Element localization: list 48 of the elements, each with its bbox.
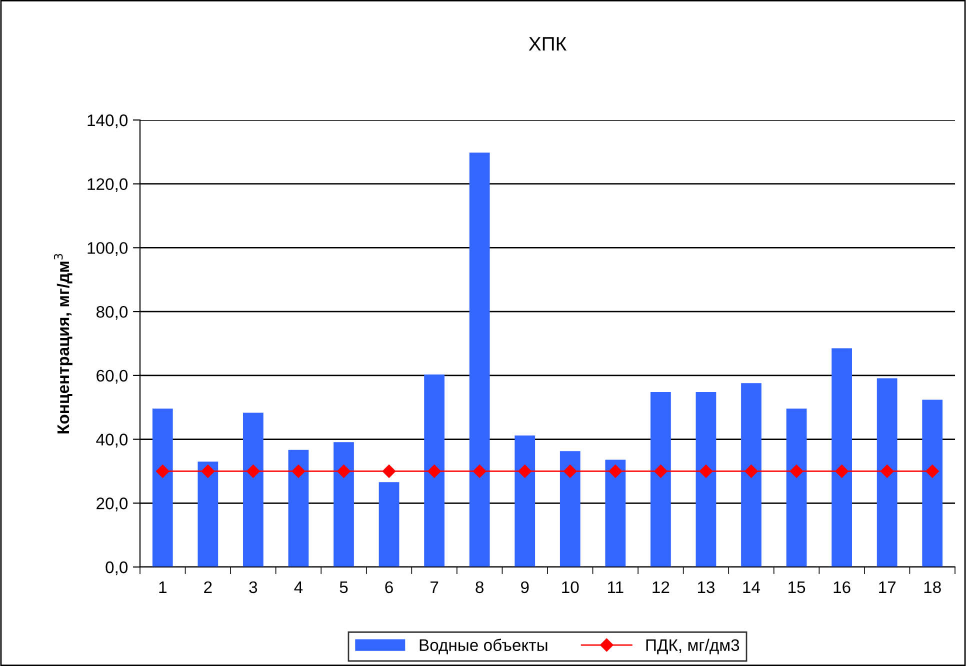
x-tick-label: 14 [743, 582, 760, 593]
bar [288, 450, 309, 567]
bar [424, 374, 444, 567]
x-tick-label: 12 [652, 581, 670, 593]
y-axis-title: Концентрация, мг/дм$^{3}$ [54, 254, 72, 434]
bar [741, 383, 762, 567]
bar [696, 392, 716, 567]
x-tick-label: 18 [924, 581, 941, 594]
bar [514, 435, 536, 567]
bar [605, 460, 626, 567]
bar [378, 482, 400, 567]
bar [786, 408, 807, 567]
bar [876, 378, 898, 567]
x-tick-label: 6 [385, 581, 393, 594]
x-tick-label: 2 [204, 581, 212, 593]
y-tick-label: 140,0 [88, 114, 128, 128]
x-tick-label: 3 [249, 581, 258, 594]
bar [922, 400, 943, 567]
bar [469, 152, 490, 567]
x-tick-label: 1 [159, 582, 166, 593]
y-tick-label: 80,0 [96, 306, 128, 320]
bar [560, 451, 580, 567]
x-tick-label: 10 [562, 581, 579, 594]
y-tick-label: 60,0 [96, 370, 128, 384]
bar [334, 442, 354, 567]
x-tick-label: 9 [521, 581, 529, 594]
legend-label: Водные объекты [420, 638, 548, 654]
bar [650, 392, 671, 567]
x-tick-label: 5 [340, 582, 348, 594]
bar [832, 348, 852, 567]
bar [243, 412, 264, 567]
y-tick-label: 120,0 [88, 178, 128, 192]
bar [198, 462, 218, 567]
bar [152, 408, 173, 567]
x-tick-label: 11 [608, 582, 624, 593]
x-tick-label: 17 [879, 582, 896, 593]
x-tick-label: 16 [834, 581, 850, 594]
y-tick-label: 100,0 [88, 242, 128, 256]
chart-title: ХПК [528, 37, 567, 51]
x-tick-label: 13 [698, 581, 715, 594]
x-tick-label: 8 [476, 581, 484, 594]
y-tick-label: 40,0 [96, 434, 128, 448]
x-tick-label: 7 [430, 582, 438, 593]
legend-label: ПДК, мг/дм3 [646, 638, 740, 654]
y-tick-label: 0,0 [106, 561, 128, 576]
x-tick-label: 15 [788, 582, 806, 594]
y-tick-label: 20,0 [96, 498, 128, 512]
x-tick-label: 4 [294, 582, 303, 593]
